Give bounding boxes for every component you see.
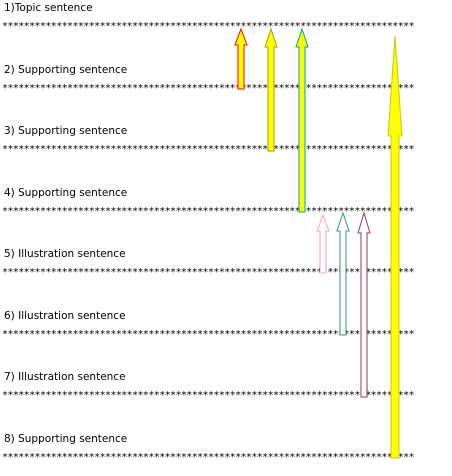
row-label-8: 8) Supporting sentence	[4, 433, 128, 445]
separator-8: ****************************************…	[2, 452, 415, 463]
arrow-row-5-to-row-4	[316, 213, 330, 274]
arrow-row-7-to-row-4	[357, 211, 371, 398]
separator-6: ****************************************…	[2, 329, 415, 340]
row-label-3: 3) Supporting sentence	[4, 125, 128, 137]
row-label-5: 5) Illustration sentence	[4, 248, 126, 260]
separator-5: ****************************************…	[2, 267, 415, 278]
row-label-7: 7) Illustration sentence	[4, 371, 126, 383]
separator-7: ****************************************…	[2, 390, 415, 401]
row-label-6: 6) Illustration sentence	[4, 310, 126, 322]
row-label-4: 4) Supporting sentence	[4, 187, 128, 199]
arrow-row-2-to-row-1	[234, 27, 248, 90]
arrow-row-6-to-row-4	[336, 211, 350, 336]
separator-4: ****************************************…	[2, 206, 415, 217]
row-label-1: 1)Topic sentence	[4, 2, 93, 14]
separator-3: ****************************************…	[2, 144, 415, 155]
row-label-2: 2) Supporting sentence	[4, 64, 128, 76]
separator-2: ****************************************…	[2, 83, 415, 94]
arrow-row-3-to-row-1	[264, 27, 278, 152]
arrow-row-8-to-row-1	[387, 35, 403, 459]
separator-1: ****************************************…	[2, 21, 415, 32]
arrow-row-4-to-row-1	[295, 27, 309, 213]
